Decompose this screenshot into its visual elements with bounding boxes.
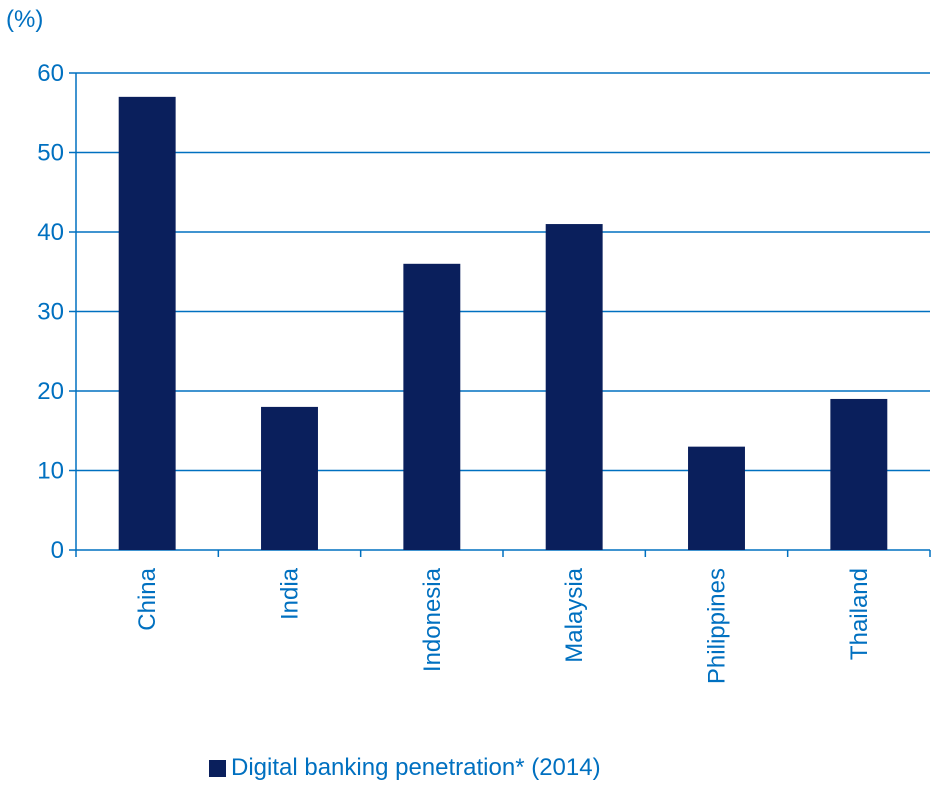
x-tick-label: China [134,567,161,630]
y-tick-label: 50 [37,140,64,167]
x-tick-label: Philippines [704,568,731,684]
bar [688,446,745,550]
y-tick-label: 20 [37,378,64,405]
y-tick-label: 0 [51,537,64,564]
x-tick-label: India [277,567,304,620]
bar [545,224,603,551]
y-tick-label: 30 [37,299,64,326]
bar [830,398,888,550]
bar [403,263,461,550]
y-tick-label: 40 [37,219,64,246]
y-tick-label: 60 [37,60,64,87]
legend-swatch [209,759,226,777]
x-tick-label: Thailand [846,568,873,660]
y-tick-label: 10 [37,458,64,485]
bar [261,406,318,550]
x-tick-label: Indonesia [419,567,446,672]
x-tick-label: Malaysia [561,567,588,662]
bar [118,96,176,550]
legend-label: Digital banking penetration* (2014) [231,754,601,781]
y-axis-unit-label: (%) [6,6,44,33]
legend: Digital banking penetration* (2014) [209,756,601,780]
